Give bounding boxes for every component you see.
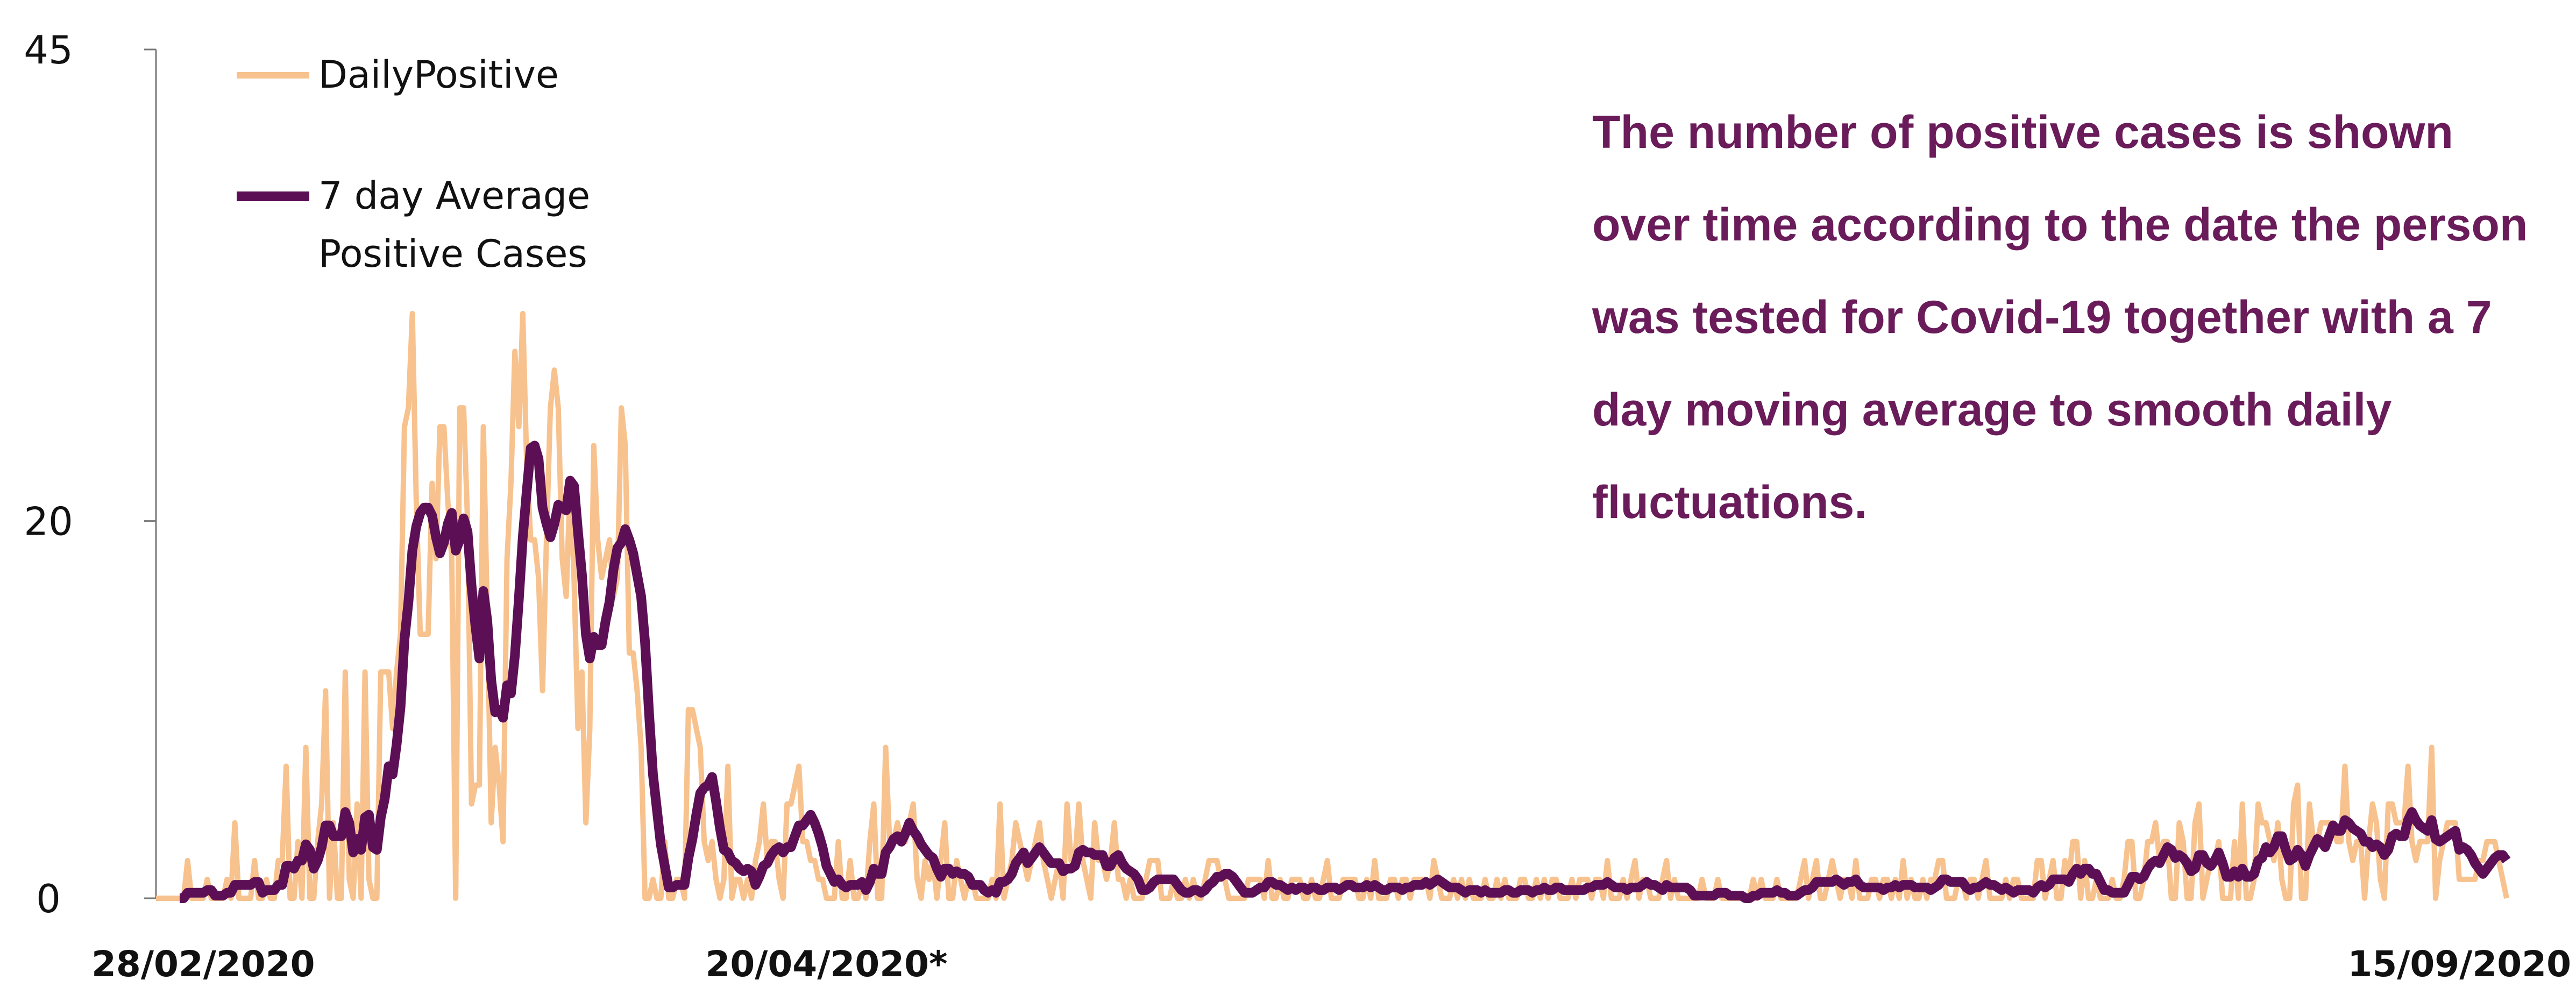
y-axis: 0 20 45 [24,27,157,921]
x-tick-label: 15/09/2020 [2347,943,2571,985]
series [156,310,2511,903]
series-line-7day-average [179,441,2511,903]
x-axis-labels: 28/02/2020 20/04/2020* 15/09/2020 [91,943,2571,985]
y-tick-label: 45 [24,27,73,73]
legend-label-daily-positive: DailyPositive [318,53,559,97]
y-tick-label: 20 [24,499,73,544]
x-tick-label: 20/04/2020* [705,943,947,985]
x-tick-label: 28/02/2020 [91,943,315,985]
y-tick-label: 0 [36,876,61,921]
legend-label-7day-average: 7 day Average Positive Cases [318,174,590,276]
chart-annotation: The number of positive cases is shown ov… [1592,106,2528,528]
legend: DailyPositive 7 day Average Positive Cases [237,53,590,276]
